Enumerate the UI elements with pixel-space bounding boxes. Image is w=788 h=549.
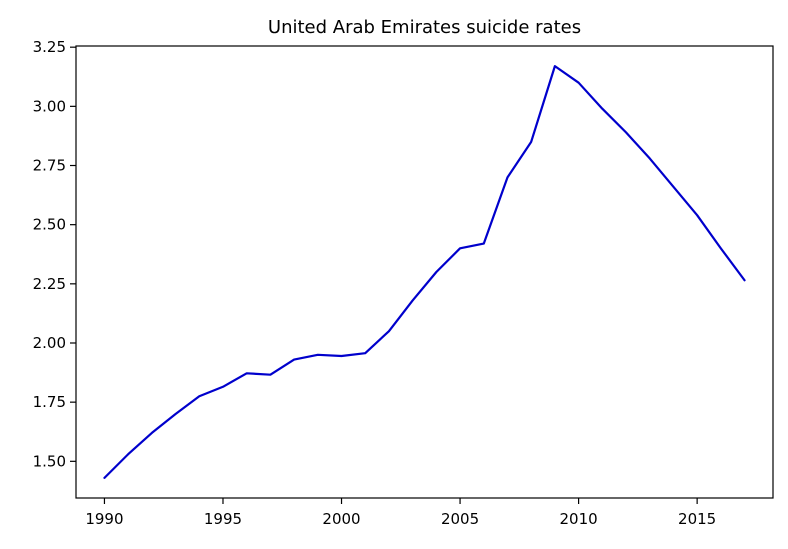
y-tick-label: 2.00 <box>33 334 66 352</box>
x-axis: 1990 1995 2000 2005 2010 2015 <box>85 498 716 528</box>
x-tick-label: 1995 <box>204 510 242 528</box>
y-tick-label: 3.25 <box>33 38 66 56</box>
y-tick-label: 2.50 <box>33 216 66 234</box>
y-tick-label: 2.75 <box>33 157 66 175</box>
y-tick-label: 2.25 <box>33 275 66 293</box>
plot-frame <box>75 45 774 499</box>
chart-title: United Arab Emirates suicide rates <box>268 17 581 38</box>
x-tick-label: 2000 <box>322 510 360 528</box>
y-tick-label: 1.75 <box>33 393 66 411</box>
x-tick-label: 1990 <box>85 510 123 528</box>
x-tick-label: 2005 <box>441 510 479 528</box>
y-tick-label: 3.00 <box>33 97 66 115</box>
series-layer <box>103 65 746 479</box>
series-line <box>103 65 746 479</box>
y-axis: 1.50 1.75 2.00 2.25 2.50 2.75 3.00 3.25 <box>33 38 76 470</box>
x-tick-label: 2015 <box>678 510 716 528</box>
x-tick-label: 2010 <box>560 510 598 528</box>
y-tick-label: 1.50 <box>33 452 66 470</box>
